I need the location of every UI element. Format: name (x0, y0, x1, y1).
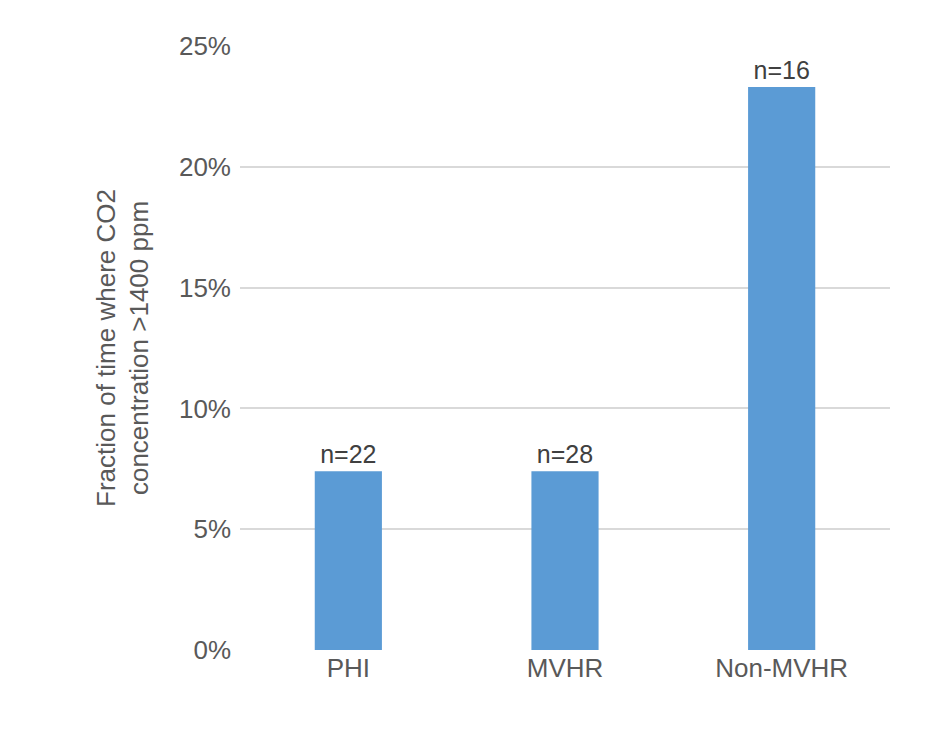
svg-text:Non-MVHR: Non-MVHR (715, 653, 848, 683)
svg-text:0%: 0% (193, 635, 231, 665)
svg-text:n=16: n=16 (754, 56, 810, 84)
svg-text:MVHR: MVHR (527, 653, 604, 683)
svg-text:Fraction of time where CO2conc: Fraction of time where CO2concentration … (91, 189, 155, 507)
svg-text:n=22: n=22 (320, 440, 376, 468)
svg-text:25%: 25% (179, 31, 231, 61)
svg-text:n=28: n=28 (537, 440, 593, 468)
svg-text:10%: 10% (179, 394, 231, 424)
svg-text:5%: 5% (193, 514, 231, 544)
svg-text:20%: 20% (179, 152, 231, 182)
svg-text:15%: 15% (179, 273, 231, 303)
svg-text:PHI: PHI (327, 653, 370, 683)
